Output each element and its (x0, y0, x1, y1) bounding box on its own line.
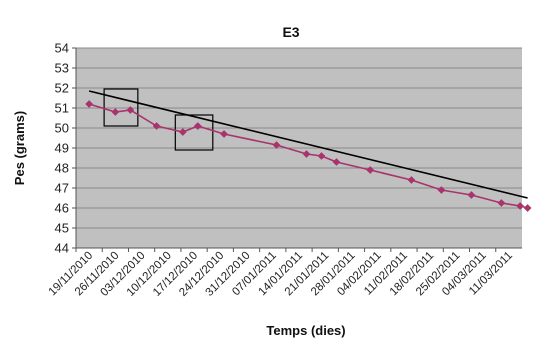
y-tick-label-53: 53 (55, 61, 69, 76)
data-point-2 (126, 106, 135, 114)
data-point-9 (317, 152, 326, 160)
data-point-10 (332, 158, 341, 166)
x-axis-label: Temps (dies) (266, 323, 345, 338)
series-line-0 (88, 103, 528, 209)
data-point-0 (85, 100, 94, 108)
data-point-17 (523, 204, 532, 212)
y-axis-ticks: 44 45 46 47 48 49 50 51 52 53 54 (55, 41, 76, 256)
y-tick-label-51: 51 (55, 101, 69, 116)
y-tick-label-54: 54 (55, 41, 69, 56)
data-point-11 (366, 166, 375, 174)
highlight-boxes (103, 88, 214, 151)
data-point-4 (178, 128, 187, 136)
data-point-12 (407, 176, 416, 184)
y-tick-label-45: 45 (55, 221, 69, 236)
axes (75, 48, 522, 249)
highlight-box-1 (103, 88, 139, 127)
y-tick-label-50: 50 (55, 121, 69, 136)
y-tick-label-48: 48 (55, 161, 69, 176)
gridlines (76, 47, 522, 249)
y-tick-label-49: 49 (55, 141, 69, 156)
series-layer (85, 90, 532, 212)
data-point-13 (437, 186, 446, 194)
data-point-3 (152, 122, 161, 130)
data-point-7 (272, 141, 281, 149)
data-point-8 (302, 150, 311, 158)
y-tick-label-47: 47 (55, 181, 69, 196)
y-tick-label-44: 44 (55, 241, 69, 256)
data-point-1 (111, 108, 120, 116)
y-tick-label-52: 52 (55, 81, 69, 96)
data-point-5 (193, 122, 202, 130)
trendline (88, 90, 528, 199)
highlight-box-2 (174, 114, 214, 151)
y-tick-label-46: 46 (55, 201, 69, 216)
data-point-6 (220, 130, 228, 138)
data-point-14 (467, 191, 476, 199)
data-point-15 (497, 199, 506, 207)
chart-title: E3 (282, 24, 299, 40)
y-axis-label: Pes (grams) (12, 111, 27, 185)
data-point-16 (516, 202, 525, 210)
